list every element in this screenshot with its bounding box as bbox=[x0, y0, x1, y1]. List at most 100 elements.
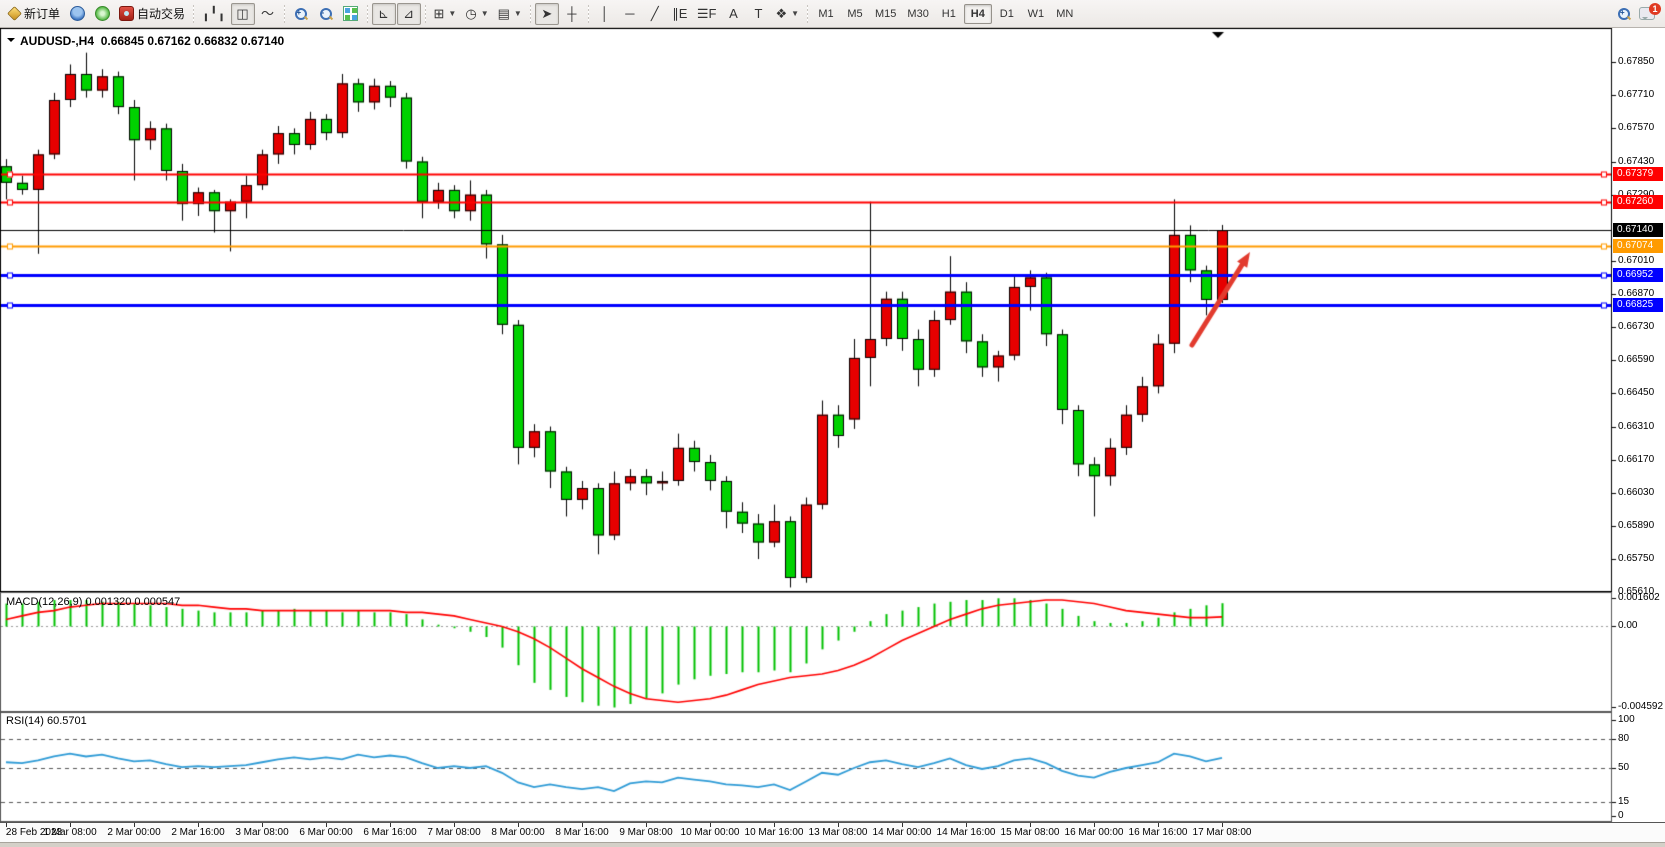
dropdown-caret-icon[interactable]: ▼ bbox=[513, 9, 522, 18]
time-axis-tick bbox=[198, 823, 199, 827]
price-axis-tick: 0.65750 bbox=[1618, 553, 1655, 565]
auto-scroll-icon: ⊾ bbox=[378, 6, 389, 21]
trendline-tool-button[interactable]: ╱ bbox=[643, 3, 667, 25]
timeframe-button-m1[interactable]: M1 bbox=[818, 7, 834, 20]
zoom-out-button[interactable]: - bbox=[314, 3, 338, 25]
tile-windows-button[interactable] bbox=[339, 3, 363, 25]
channel-icon: ∥E bbox=[672, 6, 688, 21]
market-watch-button[interactable] bbox=[65, 3, 89, 25]
time-axis[interactable]: 28 Feb 2023 1 Mar 08:00 2 Mar 00:00 2 Mar 1… bbox=[0, 822, 1665, 842]
fibo-tool-button[interactable]: ☰F bbox=[693, 3, 721, 25]
bar-chart-button[interactable]: ╻╹╻ bbox=[198, 3, 229, 25]
rsi-axis-tick: 0 bbox=[1618, 810, 1624, 821]
time-axis-label: 6 Mar 16:00 bbox=[363, 827, 417, 838]
add-indicator-button[interactable]: ⊞ ▼ bbox=[430, 3, 461, 25]
time-axis-label: 9 Mar 08:00 bbox=[619, 827, 673, 838]
time-axis-tick bbox=[838, 823, 839, 827]
zoom-in-icon: + bbox=[294, 7, 308, 21]
timeframe-button-w1[interactable]: W1 bbox=[1027, 7, 1045, 20]
search-icon[interactable]: + bbox=[1617, 7, 1631, 21]
chart-shift-button[interactable]: ⊿ bbox=[396, 2, 421, 25]
template-image-icon: ▤ bbox=[497, 6, 510, 21]
dropdown-caret-icon[interactable]: ▼ bbox=[480, 9, 489, 18]
time-axis-label: 2 Mar 00:00 bbox=[107, 827, 161, 838]
macd-canvas[interactable] bbox=[0, 592, 1665, 712]
rsi-axis-tick: 100 bbox=[1618, 714, 1635, 725]
timeframe-button-h1[interactable]: H1 bbox=[941, 7, 956, 20]
price-axis-tick: 0.67570 bbox=[1618, 122, 1655, 134]
price-chart-canvas[interactable] bbox=[0, 28, 1665, 592]
time-axis-tick bbox=[390, 823, 391, 827]
profile-icon bbox=[69, 6, 85, 21]
time-axis-label: 14 Mar 16:00 bbox=[936, 827, 996, 838]
toolbar-separator bbox=[364, 3, 371, 25]
new-order-button[interactable]: 新订单 bbox=[4, 3, 64, 25]
toolbar-separator bbox=[585, 3, 592, 25]
timeframe-button-m15[interactable]: M15 bbox=[875, 7, 897, 20]
toolbar: 新订单 自动交易 ╻╹╻ ◫ 〜 + - ⊾ ⊿ ⊞ ▼ ◷ ▼ ▤ ▼ ➤ ┼ │ ─ ╱ ∥E ☰F A T ❖ ▼ M1 M5… bbox=[0, 0, 1665, 28]
channel-tool-button[interactable]: ∥E bbox=[668, 3, 692, 25]
cursor-arrow-icon: ➤ bbox=[541, 6, 553, 21]
period-button[interactable]: ◷ ▼ bbox=[461, 3, 492, 25]
clock-icon: ◷ bbox=[465, 6, 477, 21]
signals-button[interactable] bbox=[90, 3, 114, 25]
price-axis-tick: 0.67710 bbox=[1618, 89, 1655, 101]
rsi-axis-tick: 80 bbox=[1618, 733, 1630, 745]
timeframe-button-m5[interactable]: M5 bbox=[847, 7, 863, 20]
toolbar-separator bbox=[527, 3, 534, 25]
toolbar-separator bbox=[190, 3, 197, 25]
time-axis-tick bbox=[454, 823, 455, 827]
time-axis-label: 14 Mar 00:00 bbox=[872, 827, 932, 838]
rsi-label: RSI(14) 60.5701 bbox=[6, 715, 87, 727]
price-axis-tick: 0.66730 bbox=[1618, 321, 1655, 333]
toolbar-separator bbox=[281, 3, 288, 25]
text-tool-button[interactable]: A bbox=[721, 3, 745, 25]
chart-ohlc-values: 0.66845 0.67162 0.66832 0.67140 bbox=[100, 34, 285, 48]
price-badge-0.67379: 0.67379 bbox=[1613, 166, 1663, 181]
time-axis-label: 1 Mar 08:00 bbox=[43, 827, 97, 838]
cursor-button[interactable]: ➤ bbox=[534, 2, 559, 25]
price-axis-tick: 0.67430 bbox=[1618, 155, 1655, 167]
time-axis-tick bbox=[966, 823, 967, 827]
window-bottom-strip bbox=[0, 842, 1665, 847]
price-axis-tick: 0.65610 bbox=[1618, 586, 1655, 598]
time-axis-tick bbox=[646, 823, 647, 827]
time-axis-label: 8 Mar 00:00 bbox=[491, 827, 545, 838]
macd-label: MACD(12,26,9) 0.001320 0.000547 bbox=[6, 596, 181, 608]
bar-chart-icon: ╻╹╻ bbox=[202, 6, 226, 21]
dropdown-caret-icon[interactable]: ▼ bbox=[448, 9, 457, 18]
hline-tool-button[interactable]: ─ bbox=[618, 3, 642, 25]
crosshair-button[interactable]: ┼ bbox=[560, 3, 584, 25]
price-axis-tick: 0.66310 bbox=[1618, 420, 1655, 432]
time-axis-label: 3 Mar 08:00 bbox=[235, 827, 289, 838]
timeframe-button-mn[interactable]: MN bbox=[1056, 7, 1074, 20]
time-axis-tick bbox=[710, 823, 711, 827]
chat-icon[interactable]: 1 bbox=[1639, 3, 1661, 20]
text-label-icon: T bbox=[754, 6, 763, 21]
timeframe-button-m30[interactable]: M30 bbox=[907, 7, 929, 20]
price-badge-0.66825: 0.66825 bbox=[1613, 297, 1663, 312]
timeframe-button-d1[interactable]: D1 bbox=[999, 7, 1014, 20]
dropdown-caret-icon[interactable]: ▼ bbox=[791, 9, 800, 18]
chart-title: AUDUSD-,H4 0.66845 0.67162 0.66832 0.671… bbox=[20, 34, 284, 48]
template-button[interactable]: ▤ ▼ bbox=[494, 3, 526, 25]
auto-scroll-button[interactable]: ⊾ bbox=[371, 2, 396, 25]
autotrade-button[interactable]: 自动交易 bbox=[115, 3, 189, 25]
zoom-in-button[interactable]: + bbox=[289, 3, 313, 25]
rsi-axis-tick: 50 bbox=[1618, 762, 1630, 773]
time-axis-label: 13 Mar 08:00 bbox=[808, 827, 868, 838]
timeframe-button-h4[interactable]: H4 bbox=[963, 3, 992, 24]
rsi-canvas[interactable] bbox=[0, 712, 1665, 822]
price-badge-0.67140: 0.67140 bbox=[1613, 223, 1663, 238]
chart-menu-caret-icon[interactable] bbox=[7, 38, 15, 46]
line-chart-button[interactable]: 〜 bbox=[256, 3, 280, 25]
arrows-tool-button[interactable]: ❖ ▼ bbox=[771, 3, 803, 25]
rsi-axis-tick: 15 bbox=[1618, 795, 1630, 807]
vline-tool-button[interactable]: │ bbox=[593, 3, 617, 25]
label-tool-button[interactable]: T bbox=[746, 3, 770, 25]
price-axis-tick: 0.66870 bbox=[1618, 288, 1655, 300]
time-axis-label: 2 Mar 16:00 bbox=[171, 827, 225, 838]
candle-chart-button[interactable]: ◫ bbox=[230, 2, 255, 25]
time-axis-label: 10 Mar 16:00 bbox=[744, 827, 804, 838]
vertical-line-icon: │ bbox=[600, 6, 609, 21]
